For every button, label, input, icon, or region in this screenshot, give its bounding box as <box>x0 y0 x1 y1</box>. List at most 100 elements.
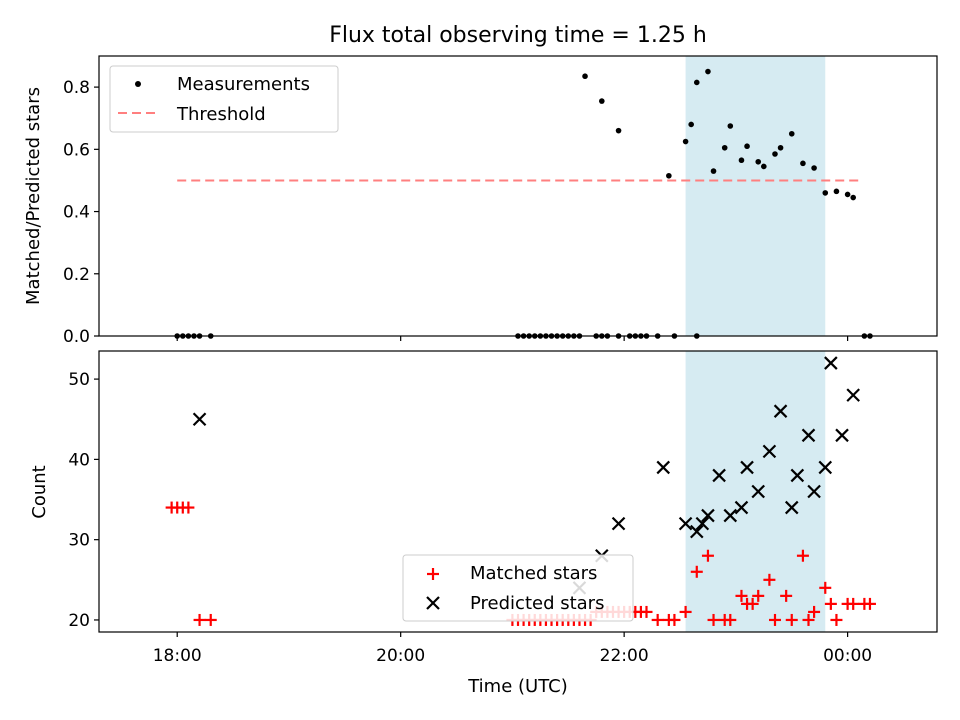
top-shaded-region <box>685 56 826 336</box>
predicted-star-point <box>846 388 860 402</box>
matched-star-point <box>785 613 798 626</box>
top-axes-frame <box>98 55 938 337</box>
measurement-point <box>615 127 622 134</box>
matched-star-point <box>780 589 793 602</box>
matched-star-point <box>746 597 759 610</box>
top-y-tick-label: 0.0 <box>63 327 90 347</box>
matched-star-point <box>690 565 703 578</box>
matched-star-point <box>768 613 781 626</box>
predicted-star-point <box>807 484 821 499</box>
top-legend: Measurements Threshold <box>109 65 339 133</box>
measurement-point <box>833 188 840 195</box>
matched-star-point <box>847 597 860 610</box>
predicted-star-point <box>790 468 805 483</box>
top-y-tick-label: 0.4 <box>63 203 90 223</box>
matched-star-point <box>752 589 765 602</box>
predicted-star-point <box>818 460 833 475</box>
measurement-point <box>727 123 734 129</box>
measurement-point <box>744 143 750 150</box>
predicted-star-point <box>734 500 749 515</box>
top-x-ticks <box>176 336 849 341</box>
bottom-shaded-region <box>685 351 826 632</box>
matched-star-point <box>668 613 681 626</box>
predicted-star-point <box>689 524 704 539</box>
measurement-point <box>666 172 672 179</box>
predicted-star-point <box>723 508 738 523</box>
bottom-y-ticks: 20 30 40 50 <box>68 370 99 631</box>
measurement-point <box>721 144 728 151</box>
measurement-point <box>800 160 806 167</box>
bottom-axes-frame <box>98 350 938 633</box>
top-y-tick-label: 0.8 <box>63 78 90 98</box>
predicted-star-point <box>784 500 799 515</box>
matched-star-point <box>640 605 653 618</box>
measurement-point <box>582 73 588 80</box>
measurement-point <box>599 98 605 104</box>
legend-predicted-marker <box>426 596 440 610</box>
matched-star-point <box>735 589 748 602</box>
bottom-y-tick-label: 30 <box>68 531 90 551</box>
predicted-star-point <box>656 460 671 475</box>
bottom-y-tick-label: 20 <box>68 611 90 631</box>
x-tick-label: 22:00 <box>600 646 649 666</box>
matched-star-point <box>651 613 664 626</box>
predicted-star-point <box>678 516 693 531</box>
matched-star-point <box>863 597 876 610</box>
measurement-point <box>682 138 689 145</box>
legend-matched-label: Matched stars <box>470 563 597 584</box>
matched-star-point <box>830 613 843 626</box>
predicted-star-point <box>611 516 626 531</box>
legend-threshold-label: Threshold <box>176 104 266 125</box>
top-legend-box <box>109 65 339 133</box>
bottom-legend-box <box>402 554 634 622</box>
matched-star-point <box>824 597 837 610</box>
matched-star-point <box>204 613 217 626</box>
predicted-star-point <box>701 508 715 523</box>
legend-measurements-marker <box>135 81 141 87</box>
measurement-point <box>705 68 711 75</box>
matched-star-point <box>701 549 714 562</box>
measurement-point <box>811 165 817 171</box>
bottom-y-tick-label: 40 <box>68 450 90 470</box>
bottom-legend: Matched stars Predicted stars <box>402 554 634 622</box>
measurement-point <box>844 191 851 198</box>
matched-star-point <box>182 501 195 514</box>
bottom-y-axis-label: Count <box>29 465 50 518</box>
measurement-point <box>822 190 829 196</box>
matched-star-point <box>763 573 776 586</box>
matched-star-point <box>724 613 737 626</box>
measurement-point <box>850 194 856 201</box>
measurement-point <box>710 168 717 174</box>
top-y-tick-label: 0.2 <box>63 265 90 285</box>
predicted-star-point <box>192 412 207 427</box>
measurement-point <box>761 163 767 170</box>
bottom-y-tick-label: 50 <box>68 370 90 390</box>
predicted-star-point <box>695 516 710 531</box>
figure-title: Flux total observing time = 1.25 h <box>329 23 707 48</box>
top-y-ticks: 0.0 0.2 0.4 0.6 0.8 <box>63 78 99 347</box>
measurement-point <box>693 79 700 86</box>
x-tick-label: 18:00 <box>153 646 202 666</box>
matched-star-point <box>707 613 720 626</box>
predicted-star-point <box>773 404 788 418</box>
legend-predicted-label: Predicted stars <box>470 593 604 614</box>
x-tick-label: 20:00 <box>376 646 425 666</box>
top-y-axis-label: Matched/Predicted stars <box>23 87 44 305</box>
matched-star-point <box>796 549 809 562</box>
top-panel: 0.00.20.40.60.8 Matched/Predicted stars … <box>23 55 938 347</box>
predicted-star-point <box>835 428 849 443</box>
predicted-star-point <box>824 356 838 370</box>
measurement-point <box>777 144 784 151</box>
legend-measurements-label: Measurements <box>177 74 310 95</box>
predicted-star-point <box>740 460 754 475</box>
matched-star-point <box>819 581 832 594</box>
measurement-point <box>772 151 778 157</box>
x-axis-label: Time (UTC) <box>467 676 568 697</box>
matched-star-point <box>808 605 821 618</box>
predicted-star-point <box>712 468 726 483</box>
legend-matched-marker <box>427 568 439 580</box>
x-tick-label: 00:00 <box>823 646 872 666</box>
